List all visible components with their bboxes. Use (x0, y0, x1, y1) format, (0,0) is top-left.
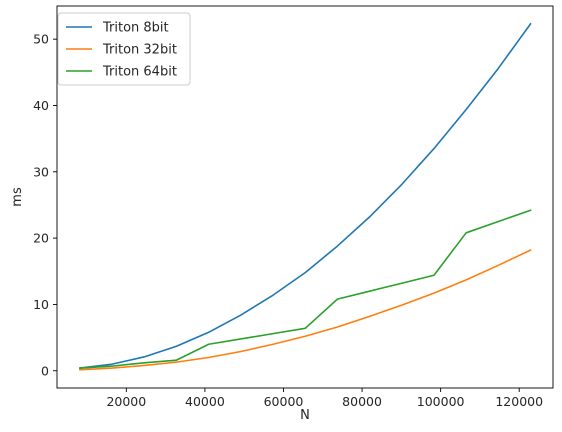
y-axis-label: ms (10, 187, 25, 207)
x-tick-label: 40000 (185, 394, 225, 409)
legend-label-1: Triton 8bit (102, 21, 169, 36)
x-tick-label: 20000 (106, 394, 146, 409)
x-tick-label: 60000 (264, 394, 304, 409)
y-tick-label: 20 (33, 231, 49, 246)
y-tick-label: 0 (41, 363, 49, 378)
legend: Triton 8bit Triton 32bit Triton 64bit (57, 12, 191, 86)
legend-label-2: Triton 32bit (102, 43, 177, 58)
y-tick-label: 10 (33, 297, 49, 312)
x-axis-label: N (300, 408, 310, 423)
plot-area (79, 22, 532, 371)
series-line-2 (79, 248, 532, 371)
x-tick-label: 120000 (495, 394, 543, 409)
legend-label-3: Triton 64bit (102, 65, 177, 80)
series-line-3 (79, 209, 532, 369)
axes: 20000 40000 60000 80000 100000 120000 0 10 20 30 4… (33, 5, 554, 409)
x-tick-label: 100000 (417, 394, 465, 409)
plot-frame (56, 5, 554, 389)
y-tick-label: 50 (33, 32, 49, 47)
x-tick-label: 80000 (342, 394, 382, 409)
y-tick-label: 40 (33, 98, 49, 113)
legend-box (57, 12, 191, 86)
y-tick-label: 30 (33, 164, 49, 179)
series-line-1 (79, 22, 532, 369)
